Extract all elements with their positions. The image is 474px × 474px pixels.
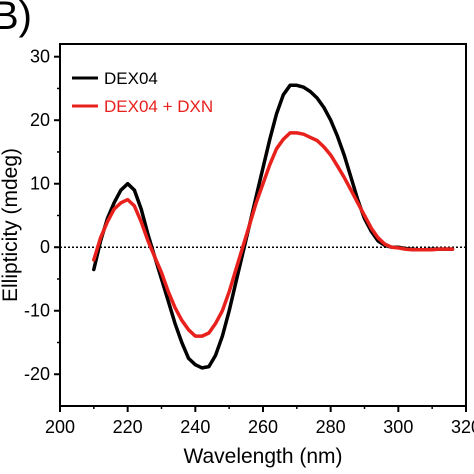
y-axis-title: Ellipticity (mdeg) [0,148,22,302]
legend: DEX04 DEX04 + DXN [72,69,213,116]
y-tick-label: 0 [40,237,50,257]
x-tick-label: 300 [383,417,413,437]
x-tick-label: 220 [113,417,143,437]
y-tick-label: -20 [24,364,50,384]
x-tick-label: 240 [180,417,210,437]
y-tick-label: 10 [30,174,50,194]
panel-label: B) [0,0,32,38]
x-axis: 200 220 240 260 280 300 320 [45,406,474,437]
x-tick-label: 320 [451,417,474,437]
legend-label-2: DEX04 + DXN [104,97,213,116]
y-tick-label: -10 [24,301,50,321]
y-axis: -20 -10 0 10 20 30 [24,47,60,384]
series-line-1 [92,83,455,370]
x-tick-label: 260 [248,417,278,437]
series-line-2 [92,131,455,338]
x-tick-label: 200 [45,417,75,437]
legend-label-1: DEX04 [104,69,158,88]
x-tick-label: 280 [316,417,346,437]
x-axis-title: Wavelength (nm) [183,445,342,468]
y-tick-label: 20 [30,110,50,130]
y-tick-label: 30 [30,47,50,67]
series-group [92,83,455,370]
